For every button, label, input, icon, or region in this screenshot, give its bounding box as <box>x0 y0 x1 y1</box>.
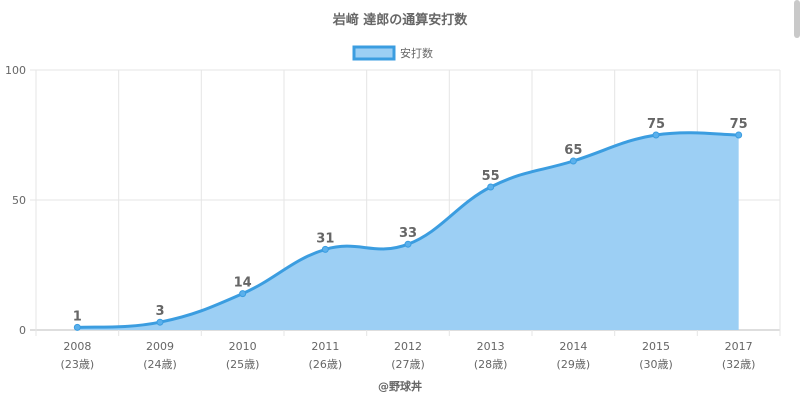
data-point <box>404 240 412 248</box>
x-tick-sublabel: (25歳) <box>226 358 260 371</box>
x-tick-sublabel: (30歳) <box>639 358 673 371</box>
chart-title: 岩﨑 達郎の通算安打数 <box>332 12 469 28</box>
x-tick-sublabel: (27歳) <box>391 358 425 371</box>
x-tick-label: 2014 <box>559 340 587 353</box>
y-tick-label: 0 <box>19 324 26 337</box>
legend[interactable]: 安打数 <box>352 45 433 61</box>
data-point <box>652 131 660 139</box>
data-point <box>735 131 743 139</box>
x-tick-label: 2012 <box>394 340 422 353</box>
data-label: 75 <box>730 117 748 132</box>
data-label: 1 <box>73 309 82 324</box>
x-tick-label: 2009 <box>146 340 174 353</box>
data-label: 14 <box>234 276 252 291</box>
data-label: 33 <box>399 226 417 241</box>
series-area <box>77 132 739 330</box>
axes: 0 50 100 2008 (23歳) 2009 (24歳) 2010 (25歳) 2011 (26… <box>5 64 755 371</box>
x-tick-sublabel: (24歳) <box>143 358 177 371</box>
data-label: 31 <box>316 231 334 246</box>
x-tick-sublabel: (28歳) <box>474 358 508 371</box>
series-layer <box>73 131 743 331</box>
x-tick-label: 2010 <box>229 340 257 353</box>
data-point <box>487 183 495 191</box>
data-point <box>239 290 247 298</box>
x-tick-label: 2015 <box>642 340 670 353</box>
data-point <box>73 323 81 331</box>
x-tick-sublabel: (23歳) <box>61 358 95 371</box>
data-labels: 1 3 14 31 33 55 65 75 75 <box>73 117 748 324</box>
data-label: 3 <box>155 304 164 319</box>
x-tick-sublabel: (26歳) <box>309 358 343 371</box>
data-point <box>156 318 164 326</box>
x-tick-label: 2017 <box>725 340 753 353</box>
x-tick-label: 2013 <box>477 340 505 353</box>
y-tick-label: 50 <box>12 194 26 207</box>
data-label: 75 <box>647 117 665 132</box>
y-tick-label: 100 <box>5 64 26 77</box>
legend-label: 安打数 <box>400 46 433 60</box>
x-tick-label: 2011 <box>311 340 339 353</box>
x-tick-label: 2008 <box>63 340 91 353</box>
data-label: 65 <box>564 143 582 158</box>
x-tick-sublabel: (29歳) <box>557 358 591 371</box>
data-label: 55 <box>482 169 500 184</box>
data-point <box>569 157 577 165</box>
legend-swatch <box>352 45 396 61</box>
scrollbar[interactable] <box>794 0 800 38</box>
x-tick-sublabel: (32歳) <box>722 358 756 371</box>
data-point <box>321 245 329 253</box>
footer-credit: @野球丼 <box>378 379 422 393</box>
